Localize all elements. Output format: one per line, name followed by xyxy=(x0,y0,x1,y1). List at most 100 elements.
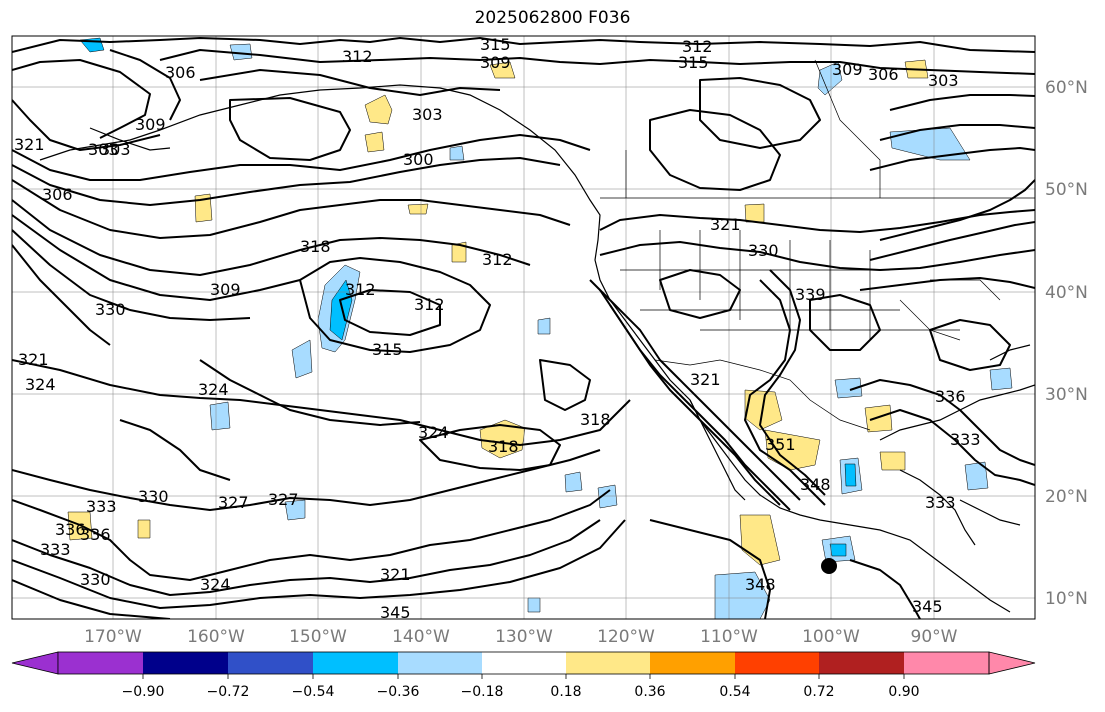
longitude-axis: 170°W 160°W 150°W 140°W 130°W 120°W 110°… xyxy=(84,627,958,647)
lat-label: 60°N xyxy=(1045,78,1088,98)
map-plot-area xyxy=(12,36,1035,619)
contour-label: 321 xyxy=(380,565,411,584)
contour-label: 303 xyxy=(412,105,443,124)
colorbar-segment xyxy=(228,652,313,674)
lon-label: 110°W xyxy=(700,627,758,647)
lat-label: 10°N xyxy=(1045,589,1088,609)
contour-label: 330 xyxy=(748,241,779,260)
contour-label: 318 xyxy=(300,237,331,256)
contour-label: 324 xyxy=(200,575,231,594)
shade-neg xyxy=(889,127,971,161)
height-contours xyxy=(12,37,1035,619)
contour-labels: 312 315 309 312 315 306 309 303 309 306 … xyxy=(14,35,981,622)
contour-label: 336 xyxy=(80,525,111,544)
shade-neg xyxy=(537,317,551,335)
contour-label: 300 xyxy=(403,150,434,169)
shade-pos xyxy=(489,61,516,79)
colorbar-segment xyxy=(650,652,735,674)
shade-pos xyxy=(864,404,893,433)
contour-label: 336 xyxy=(55,520,86,539)
colorbar-over-triangle xyxy=(988,651,1036,675)
colorbar-segment xyxy=(735,652,819,674)
map-title: 2025062800 F036 xyxy=(474,8,631,28)
contour-label: 303 xyxy=(928,71,959,90)
shade-pos xyxy=(364,94,393,125)
contour-label: 330 xyxy=(80,570,111,589)
colorbar-tick-label: −0.18 xyxy=(461,684,504,700)
contour-label: 345 xyxy=(380,603,411,622)
contour-label: 309 xyxy=(480,53,511,72)
contour-label: 348 xyxy=(800,475,831,494)
contour-label: 318 xyxy=(488,437,519,456)
contour-label: 306 xyxy=(868,65,899,84)
contour-label: 321 xyxy=(690,370,721,389)
contour-label: 324 xyxy=(198,380,229,399)
contour-label: 339 xyxy=(795,285,826,304)
contour-label: 348 xyxy=(745,575,776,594)
shade-pos xyxy=(364,131,385,153)
lon-label: 100°W xyxy=(802,627,860,647)
colorbar-tick-label: 0.72 xyxy=(803,684,834,700)
colorbar-tick-label: 0.36 xyxy=(634,684,665,700)
colorbar-segment xyxy=(819,652,904,674)
contour-label: 327 xyxy=(218,493,249,512)
shade-neg xyxy=(449,145,465,161)
contour-label: 312 xyxy=(482,250,513,269)
contour-label: 315 xyxy=(480,35,511,54)
lon-label: 130°W xyxy=(495,627,553,647)
contour-label: 303 xyxy=(100,140,131,159)
lat-label: 30°N xyxy=(1045,385,1088,405)
shade-pos xyxy=(879,451,906,471)
contour-label: 312 xyxy=(342,47,373,66)
contour-label: 327 xyxy=(268,490,299,509)
shade-pos xyxy=(137,519,151,539)
contour-label: 312 xyxy=(345,280,376,299)
contour-label: 336 xyxy=(935,387,966,406)
colorbar-frame xyxy=(57,651,990,675)
shade-neg xyxy=(527,597,541,613)
colorbar-tick-label: −0.36 xyxy=(377,684,420,700)
shade-neg xyxy=(564,471,583,493)
shade-neg xyxy=(834,377,863,399)
lon-label: 120°W xyxy=(597,627,655,647)
shade-neg xyxy=(829,543,847,557)
colorbar-segment xyxy=(143,652,228,674)
colorbar-segment xyxy=(398,652,482,674)
contour-label: 309 xyxy=(210,280,241,299)
contour-label: 306 xyxy=(42,185,73,204)
colorbar-tick-label: 0.90 xyxy=(888,684,919,700)
latitude-axis: 60°N 50°N 40°N 30°N 20°N 10°N xyxy=(1045,78,1088,609)
colorbar-tick-label: −0.90 xyxy=(122,684,165,700)
lat-label: 50°N xyxy=(1045,180,1088,200)
colorbar-segment xyxy=(566,652,650,674)
lon-label: 140°W xyxy=(392,627,450,647)
map-content: 312 315 309 312 315 306 309 303 309 306 … xyxy=(12,35,1035,622)
shade-neg xyxy=(284,499,306,521)
contour-label: 324 xyxy=(418,423,449,442)
lon-label: 90°W xyxy=(911,627,958,647)
lat-label: 40°N xyxy=(1045,283,1088,303)
contour-label: 324 xyxy=(25,375,56,394)
contour-label: 351 xyxy=(765,435,796,454)
contour-label: 312 xyxy=(414,295,445,314)
colorbar-tick-label: 0.18 xyxy=(550,684,581,700)
contour-label: 309 xyxy=(832,60,863,79)
contour-label: 309 xyxy=(135,115,166,134)
map-frame xyxy=(11,35,1036,620)
contour-label: 315 xyxy=(678,53,709,72)
colorbar-tick-label: −0.72 xyxy=(207,684,250,700)
colorbar-tick-label: 0.54 xyxy=(719,684,750,700)
contour-label: 330 xyxy=(138,487,169,506)
shade-pos xyxy=(764,429,821,471)
contour-label: 333 xyxy=(925,493,956,512)
shade-neg xyxy=(989,367,1013,391)
colorbar-tick-label: −0.54 xyxy=(292,684,335,700)
shade-pos xyxy=(451,241,467,263)
contour-label: 321 xyxy=(18,350,49,369)
shade-neg xyxy=(209,401,231,431)
colorbar-segment xyxy=(482,652,566,674)
shade-pos xyxy=(407,203,429,215)
lon-label: 170°W xyxy=(84,627,142,647)
shade-neg xyxy=(291,339,313,379)
